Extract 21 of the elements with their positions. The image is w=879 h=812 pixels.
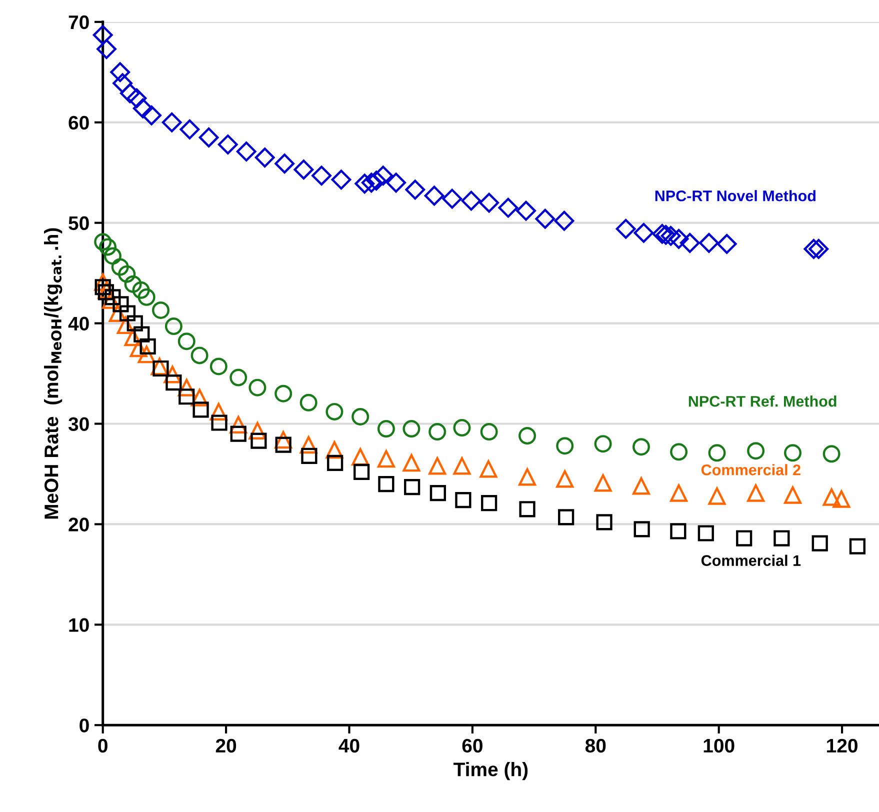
x-tick-label: 0 xyxy=(98,738,108,753)
x-tick-label: 20 xyxy=(216,738,236,753)
y-tick-label: 0 xyxy=(80,718,89,732)
x-tick-label: 80 xyxy=(585,738,606,753)
x-tick-label: 100 xyxy=(704,738,734,753)
y-tick-label: 10 xyxy=(69,618,89,632)
x-tick-label: 40 xyxy=(338,738,360,753)
y-tick-label: 30 xyxy=(68,417,89,432)
y-axis-title: MeOH Rate (mol$_{MeOH}$/(kg$_{cat.}$.h) xyxy=(44,228,62,519)
x-axis-title: Time (h) xyxy=(454,762,528,780)
y-tick-label: 60 xyxy=(68,116,89,130)
series-label: Commercial 2 xyxy=(701,464,800,476)
y-tick-label: 40 xyxy=(68,316,89,331)
y-tick-label: 20 xyxy=(68,518,89,532)
series-label: Commercial 1 xyxy=(701,554,801,566)
x-tick-label: 60 xyxy=(462,738,482,753)
y-tick-label: 50 xyxy=(68,216,89,230)
y-tick-label: 70 xyxy=(68,15,89,30)
text: NPC-RT Ref. Method xyxy=(688,396,836,407)
x-tick-label: 120 xyxy=(827,738,858,753)
series-label: NPC-RT Novel Method xyxy=(655,190,816,202)
